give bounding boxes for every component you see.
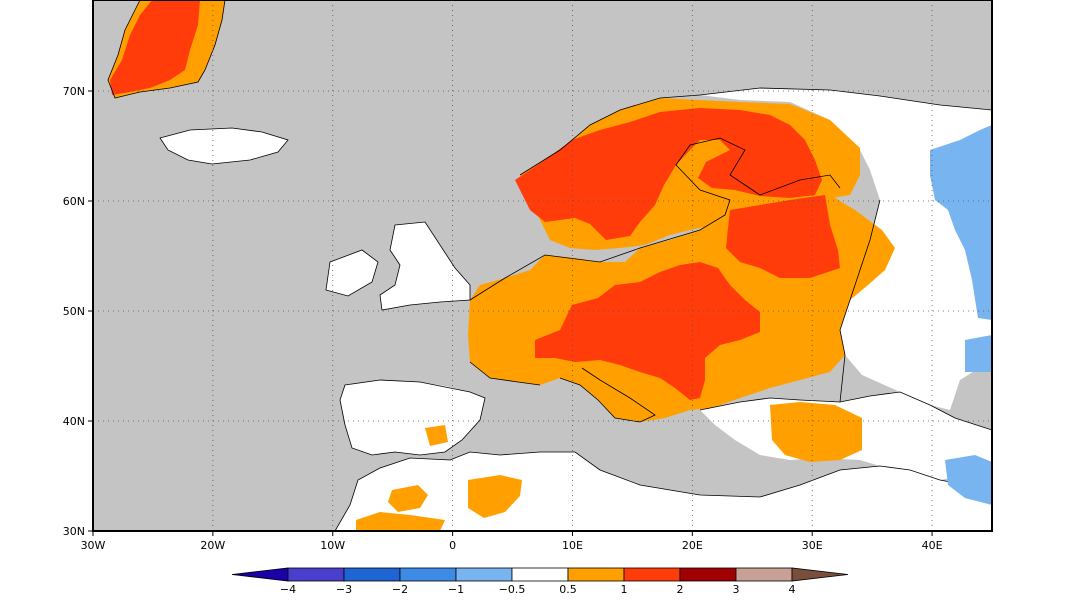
- lat-tick-label: 40N: [63, 415, 85, 428]
- land-warm-turkey: [770, 402, 862, 462]
- colorbar-labels: −4 −3 −2 −1 −0.5 0.5 1 2 3 4: [280, 583, 796, 596]
- grid-lines: [93, 0, 992, 531]
- colorbar-swatch: [343, 567, 401, 582]
- lon-tick-label: 30E: [802, 539, 823, 552]
- lon-tick-label: 20E: [682, 539, 703, 552]
- colorbar-label: 3: [733, 583, 740, 596]
- lon-tick-label: 40E: [922, 539, 943, 552]
- colorbar-low-arrow: [231, 567, 289, 582]
- coastlines: [107, 0, 992, 531]
- colorbar-label: 0.5: [559, 583, 577, 596]
- colorbar-label: −0.5: [499, 583, 526, 596]
- land-warm-africa-1: [388, 485, 428, 512]
- lon-tick-label: 20W: [200, 539, 225, 552]
- colorbar-swatch: [511, 567, 569, 582]
- colorbar-swatch: [567, 567, 625, 582]
- land-neutral-iberia: [340, 380, 485, 455]
- colorbar-label: −4: [280, 583, 296, 596]
- colorbar-label: −1: [448, 583, 464, 596]
- colorbar-label: 1: [621, 583, 628, 596]
- land-warm-iberia-spot: [425, 425, 448, 446]
- land-warm-africa-2: [468, 475, 522, 518]
- colorbar-swatch: [735, 567, 793, 582]
- land-regions: [108, 0, 992, 531]
- lat-tick-label: 30N: [63, 525, 85, 538]
- colorbar-swatch: [399, 567, 457, 582]
- colorbar-label: −3: [336, 583, 352, 596]
- lon-tick-label: 0: [449, 539, 456, 552]
- map-frame: [92, 0, 993, 532]
- colorbar-label: 2: [677, 583, 684, 596]
- land-hot-greenland: [110, 0, 200, 95]
- colorbar-label: 4: [789, 583, 796, 596]
- land-warm-africa-3: [356, 512, 445, 531]
- lat-tick-label: 60N: [63, 195, 85, 208]
- lon-tick-label: 10W: [320, 539, 345, 552]
- land-cool-east-1: [930, 125, 992, 320]
- land-neutral-britain: [380, 222, 470, 310]
- land-neutral-iceland: [160, 128, 288, 164]
- colorbar-swatch: [679, 567, 737, 582]
- land-cool-east-3: [945, 455, 992, 505]
- land-neutral-russia-east: [700, 88, 992, 410]
- colorbar-label: −2: [392, 583, 408, 596]
- lat-tick-label: 70N: [63, 85, 85, 98]
- cool-anomaly-regions: [930, 125, 992, 505]
- colorbar-swatch: [623, 567, 681, 582]
- land-hot-central-europe: [535, 262, 760, 400]
- colorbar-swatch: [455, 567, 513, 582]
- land-hot-baltic-russia: [726, 195, 840, 278]
- colorbar: [231, 567, 849, 582]
- colorbar-high-arrow: [791, 567, 849, 582]
- land-neutral-ireland: [326, 250, 378, 296]
- land-hot-scandinavia: [515, 108, 822, 240]
- land-cool-east-2: [965, 335, 992, 372]
- colorbar-swatch: [287, 567, 345, 582]
- lat-tick-label: 50N: [63, 305, 85, 318]
- lon-tick-label: 10E: [562, 539, 583, 552]
- lon-tick-label: 30W: [81, 539, 106, 552]
